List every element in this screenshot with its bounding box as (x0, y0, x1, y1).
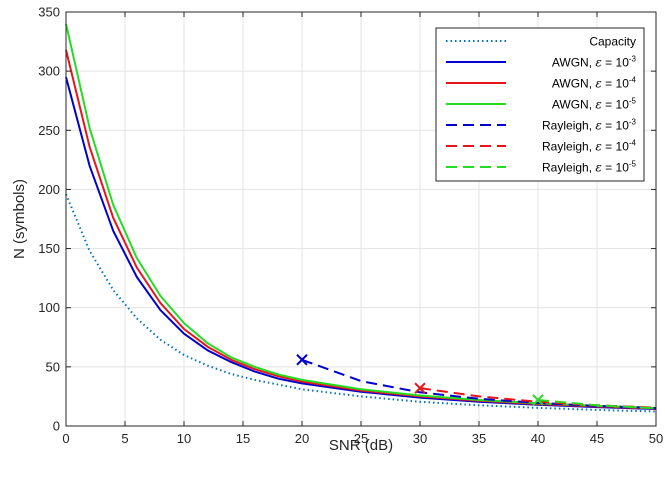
legend-prefix: Rayleigh, (542, 119, 595, 133)
legend-prefix: AWGN, (552, 77, 596, 91)
legend-exponent: -3 (629, 55, 637, 64)
series-line (65, 193, 657, 413)
series-line (65, 23, 657, 409)
legend-base: = 10 (602, 56, 629, 70)
legend-entry: Rayleigh, ε = 10-5 (542, 160, 637, 175)
x-tick-label: 25 (354, 431, 368, 446)
y-tick-label: 0 (53, 419, 60, 434)
legend-epsilon: ε (595, 140, 601, 154)
series-4 (296, 354, 657, 409)
legend-exponent: -5 (629, 160, 637, 169)
ticks: 0 5 10 15 20 25 30 35 40 45 50 0 50 100 150 200 250 300 35… (38, 5, 663, 447)
series-layer (65, 23, 657, 413)
series-6 (532, 394, 657, 410)
y-tick-label: 350 (38, 5, 60, 20)
x-tick-label: 15 (236, 431, 250, 446)
legend-exponent: -4 (629, 76, 637, 85)
y-tick-label: 250 (38, 123, 60, 138)
legend-entry: Capacity (589, 35, 636, 49)
legend-base: = 10 (602, 119, 629, 133)
y-tick-label: 100 (38, 300, 60, 315)
legend-entry: AWGN, ε = 10-5 (552, 97, 637, 112)
x-tick-label: 50 (649, 431, 663, 446)
x-tick-label: 45 (590, 431, 604, 446)
x-tick-label: 30 (413, 431, 427, 446)
series-3 (65, 23, 657, 409)
series-marker (296, 354, 308, 366)
legend-epsilon: ε (595, 98, 601, 112)
legend-epsilon: ε (595, 161, 601, 175)
x-axis-label: SNR (dB) (329, 437, 393, 454)
legend-entry: Rayleigh, ε = 10-4 (542, 139, 637, 154)
series-line (537, 399, 657, 410)
x-tick-label: 40 (531, 431, 545, 446)
legend-prefix: AWGN, (552, 56, 596, 70)
legend-entry: AWGN, ε = 10-4 (552, 76, 637, 91)
legend-base: = 10 (602, 161, 629, 175)
legend-entry: Rayleigh, ε = 10-3 (542, 118, 637, 133)
legend-prefix: Rayleigh, (542, 161, 595, 175)
series-marker (532, 394, 544, 406)
legend-entry: AWGN, ε = 10-3 (552, 55, 637, 70)
legend-exponent: -4 (629, 139, 637, 148)
x-tick-label: 0 (62, 431, 69, 446)
legend-base: = 10 (602, 140, 629, 154)
legend-exponent: -3 (629, 118, 637, 127)
legend-epsilon: ε (595, 77, 601, 91)
legend-prefix: AWGN, (552, 98, 596, 112)
legend-prefix: Capacity (589, 35, 636, 49)
x-tick-label: 20 (295, 431, 309, 446)
legend-epsilon: ε (595, 119, 601, 133)
legend-base: = 10 (602, 98, 629, 112)
y-axis-label: N (symbols) (11, 179, 28, 259)
legend-epsilon: ε (595, 56, 601, 70)
legend-exponent: -5 (629, 97, 637, 106)
y-tick-label: 300 (38, 64, 60, 79)
legend-base: = 10 (602, 77, 629, 91)
y-tick-label: 200 (38, 182, 60, 197)
x-tick-label: 5 (121, 431, 128, 446)
x-tick-label: 35 (472, 431, 486, 446)
series-0 (65, 193, 657, 413)
y-tick-label: 150 (38, 241, 60, 256)
series-marker (414, 382, 426, 394)
legend-prefix: Rayleigh, (542, 140, 595, 154)
y-tick-label: 50 (46, 359, 60, 374)
x-tick-label: 10 (177, 431, 191, 446)
